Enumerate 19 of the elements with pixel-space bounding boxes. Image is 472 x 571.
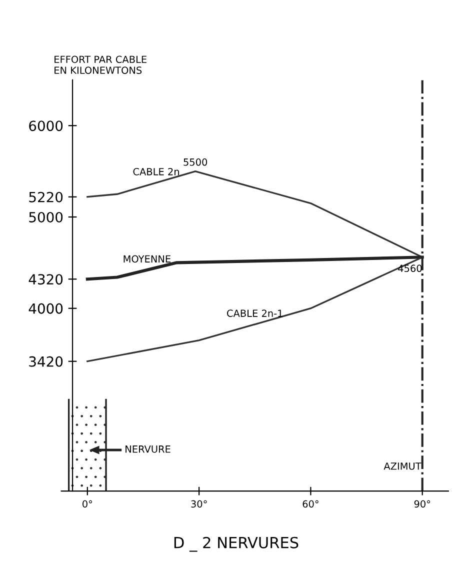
series-label: CABLE 2n	[133, 168, 179, 176]
data-label: 5500	[184, 158, 208, 166]
y-tick-label: 5220	[29, 192, 63, 202]
annotation: NERVURE	[126, 446, 170, 453]
y-tick-label: 4000	[28, 303, 63, 314]
y-axis-title: EFFORT PAR CABLE EN KILONEWTONS	[54, 56, 146, 74]
series-label: CABLE 2n-1	[227, 310, 282, 317]
y-tick-label: 6000	[29, 120, 63, 132]
x-tick-label: 0°	[82, 500, 92, 508]
y-tick-label: 3420	[29, 356, 63, 367]
x-axis-title: AZIMUT	[384, 462, 422, 470]
y-tick-label: 4320	[28, 274, 63, 285]
series-label: MOYENNE	[124, 255, 170, 263]
y-tick-label: 5000	[29, 212, 63, 222]
x-tick-label: 90°	[414, 500, 430, 508]
x-tick-label: 30°	[191, 500, 207, 508]
data-label: 4560	[398, 264, 422, 272]
text: D _ 2 NERVURES	[174, 536, 298, 552]
x-tick-label: 60°	[302, 500, 318, 508]
